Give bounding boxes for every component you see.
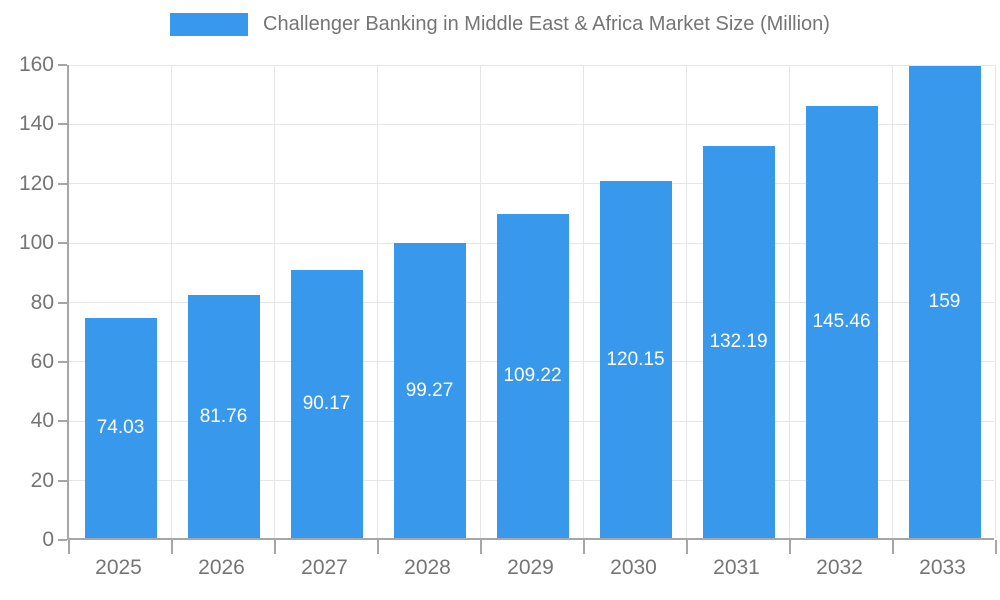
x-axis-label-2025: 2025 xyxy=(95,556,142,579)
legend[interactable]: Challenger Banking in Middle East & Afri… xyxy=(0,13,1000,36)
gridline-vertical xyxy=(171,65,172,538)
bar-2025[interactable]: 74.03 xyxy=(84,318,157,538)
y-axis-tick xyxy=(58,64,67,66)
x-axis-tick xyxy=(892,540,894,554)
x-axis-tick xyxy=(377,540,379,554)
bar-value-label: 99.27 xyxy=(405,379,454,401)
bar-2029[interactable]: 109.22 xyxy=(496,213,569,538)
gridline-vertical xyxy=(892,65,893,538)
bar-value-label: 81.76 xyxy=(199,405,248,427)
x-axis-tick xyxy=(480,540,482,554)
y-axis-label-20: 20 xyxy=(30,468,54,492)
bar-value-label: 90.17 xyxy=(302,393,351,415)
x-axis-tick xyxy=(274,540,276,554)
y-axis-label-0: 0 xyxy=(42,528,54,551)
gridline-horizontal xyxy=(69,183,994,185)
y-axis-label-40: 40 xyxy=(30,409,54,433)
gridline-vertical xyxy=(995,65,996,538)
y-axis-tick xyxy=(58,182,67,185)
y-axis-label-60: 60 xyxy=(30,349,54,373)
x-axis-tick xyxy=(171,540,173,554)
x-axis-tick xyxy=(789,540,791,554)
x-axis-tick xyxy=(583,540,585,554)
y-axis-label-100: 100 xyxy=(18,231,54,255)
x-axis-label-2030: 2030 xyxy=(610,556,657,579)
x-axis-label-2026: 2026 xyxy=(198,556,245,579)
x-axis-tick xyxy=(995,540,997,554)
gridline-horizontal xyxy=(69,123,994,125)
bar-2033[interactable]: 159 xyxy=(908,65,981,538)
bar-2031[interactable]: 132.19 xyxy=(702,145,775,538)
gridline-vertical xyxy=(377,65,378,538)
legend-swatch-icon xyxy=(170,13,249,36)
gridline-vertical xyxy=(789,65,790,538)
x-axis-label-2028: 2028 xyxy=(404,556,451,579)
bar-value-label: 132.19 xyxy=(709,330,768,352)
y-axis-label-80: 80 xyxy=(30,290,54,314)
x-axis-label-2031: 2031 xyxy=(713,556,760,579)
gridline-vertical xyxy=(686,65,687,538)
plot-area: 74.03 81.76 90.17 99.27 109.22 120.15 132.19 14… xyxy=(58,64,997,554)
y-axis-label-160: 160 xyxy=(18,53,54,76)
y-axis-tick xyxy=(58,123,67,126)
gridline-vertical xyxy=(274,65,275,538)
bar-value-label: 145.46 xyxy=(812,311,871,333)
x-axis-label-2027: 2027 xyxy=(301,556,348,579)
x-axis-tick xyxy=(68,540,70,554)
y-axis-tick xyxy=(58,420,67,423)
y-axis-tick xyxy=(58,242,67,245)
y-axis-tick xyxy=(58,301,67,304)
bar-value-label: 109.22 xyxy=(503,364,562,386)
x-axis-label-2033: 2033 xyxy=(919,556,966,579)
bar-value-label: 74.03 xyxy=(96,417,145,439)
bar-2026[interactable]: 81.76 xyxy=(187,295,260,538)
x-axis-tick xyxy=(686,540,688,554)
bar-2028[interactable]: 99.27 xyxy=(393,243,466,538)
x-axis-label-2032: 2032 xyxy=(816,556,863,579)
y-axis-tick xyxy=(58,360,67,363)
bar-2030[interactable]: 120.15 xyxy=(599,181,672,538)
bar-2032[interactable]: 145.46 xyxy=(805,106,878,538)
y-axis-label-120: 120 xyxy=(18,171,54,195)
bar-2027[interactable]: 90.17 xyxy=(290,270,363,538)
x-axis-label-2029: 2029 xyxy=(507,556,554,579)
y-axis-tick xyxy=(58,539,67,541)
bar-value-label: 159 xyxy=(928,290,961,312)
gridline-horizontal xyxy=(69,64,994,66)
chart-title: Challenger Banking in Middle East & Afri… xyxy=(263,13,830,35)
gridline-vertical xyxy=(583,65,584,538)
y-axis-label-140: 140 xyxy=(18,112,54,136)
y-axis-tick xyxy=(58,479,67,482)
gridline-vertical xyxy=(480,65,481,538)
bar-value-label: 120.15 xyxy=(606,348,665,370)
